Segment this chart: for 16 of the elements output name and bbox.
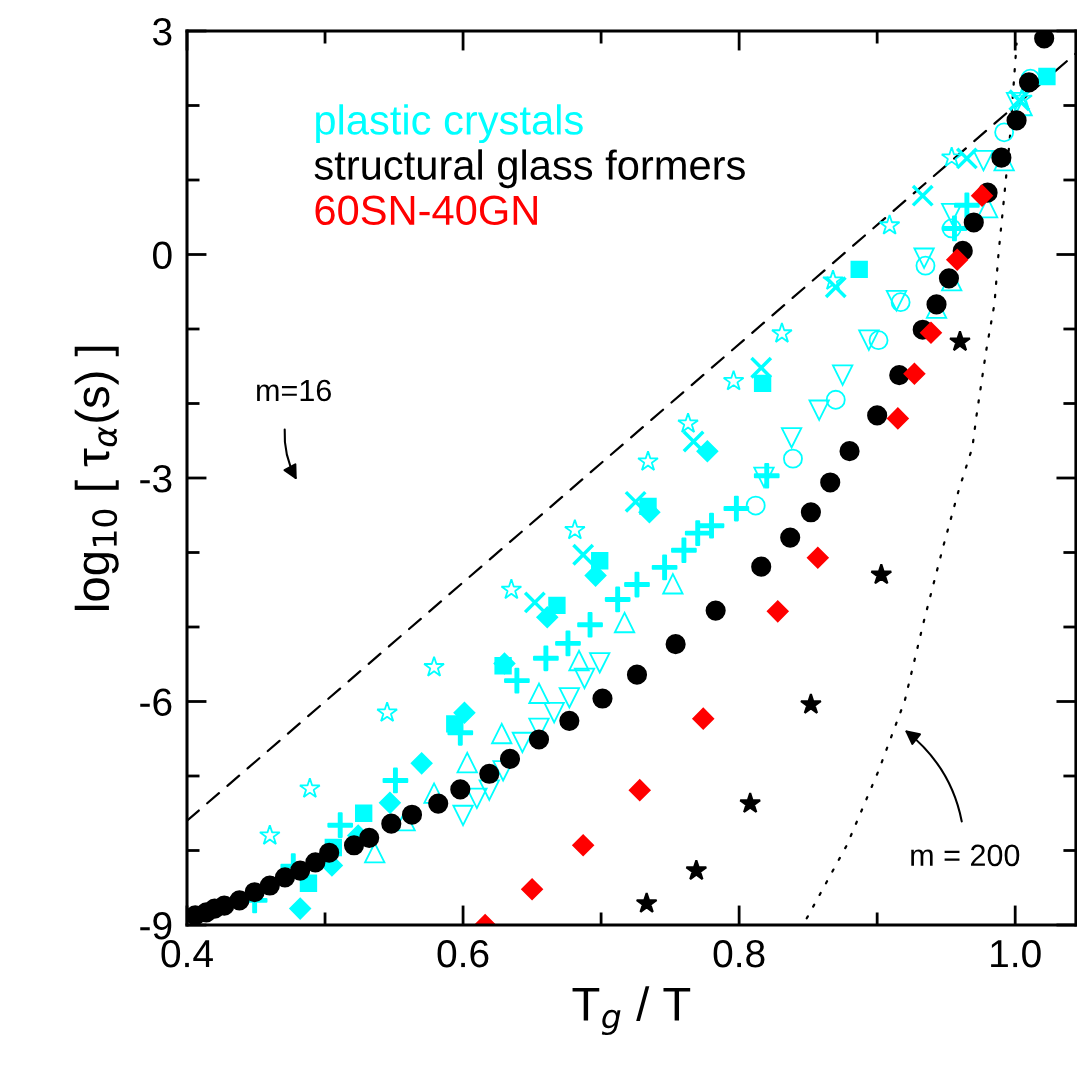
x-tick-label: 0.4 bbox=[161, 939, 213, 968]
y-tick-label: 0 bbox=[153, 241, 172, 269]
text: 60SN-40GN bbox=[315, 195, 537, 226]
x-axis-title: T$_{g}$ / T bbox=[572, 986, 691, 1036]
y-tick-label: -9 bbox=[140, 911, 172, 940]
y-tick-label: -6 bbox=[140, 688, 172, 716]
y-tick-label: 3 bbox=[152, 17, 172, 46]
text: plastic crystals bbox=[316, 104, 583, 144]
text: structural glass formers bbox=[314, 149, 745, 189]
x-tick-label: 0.8 bbox=[713, 939, 765, 968]
annotation: m=16 bbox=[257, 379, 331, 402]
y-axis-title: log$_{10}$ [ τ$_{α}$(s) ] bbox=[74, 346, 119, 610]
y-tick-label: -3 bbox=[140, 464, 172, 493]
annotation: m = 200 bbox=[911, 844, 1020, 867]
x-tick-label: 1.0 bbox=[991, 939, 1041, 968]
x-tick-label: 0.6 bbox=[437, 939, 489, 968]
